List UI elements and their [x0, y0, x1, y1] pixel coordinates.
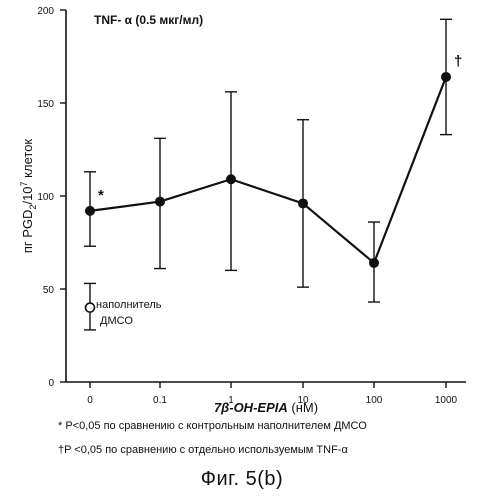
annotation-group: *† [98, 53, 462, 204]
y-tick-label: 150 [37, 99, 54, 110]
x-tick-label: 0 [87, 395, 93, 406]
figure-caption: Фиг. 5(b) [200, 468, 284, 490]
data-point [85, 205, 95, 216]
y-tick-group: 0 50 100 150 200 [37, 6, 66, 389]
y-axis-label: пг PGD2/107 клеток [19, 139, 38, 254]
data-point [298, 198, 308, 209]
significance-mark: * [98, 187, 104, 204]
x-tick-label: 100 [366, 395, 383, 406]
error-bar-group [84, 18, 452, 331]
y-tick-label: 0 [48, 378, 54, 389]
x-tick-label: 1 [228, 395, 234, 406]
data-point [155, 196, 165, 207]
y-tick-label: 100 [37, 192, 54, 203]
y-tick-label: 50 [43, 285, 55, 296]
y-tick-label: 200 [37, 6, 54, 17]
series-group [84, 71, 451, 313]
footnote-significance-tnf: †P <0,05 по сравнению с отдельно использ… [58, 444, 348, 456]
footnote-significance-vehicle: * P<0,05 по сравнению с контрольным напо… [58, 420, 367, 432]
x-tick-label: 1000 [435, 395, 458, 406]
x-axis-label: 7β-OH-EPIA (нМ) [214, 400, 318, 415]
data-point [441, 71, 451, 82]
vehicle-label-line1: наполнитель [96, 299, 162, 311]
vehicle-label-line2: ДМСО [100, 315, 133, 327]
vehicle-point [84, 302, 96, 313]
data-point [226, 174, 236, 185]
x-tick-label: 10 [297, 395, 309, 406]
data-point [369, 257, 379, 268]
significance-mark: † [454, 53, 462, 70]
series-line [89, 76, 448, 265]
x-tick-group: 0 0.1 1 10 100 1000 [87, 382, 458, 406]
x-tick-label: 0.1 [153, 395, 167, 406]
chart-title: TNF- α (0.5 мкг/мл) [94, 13, 203, 27]
